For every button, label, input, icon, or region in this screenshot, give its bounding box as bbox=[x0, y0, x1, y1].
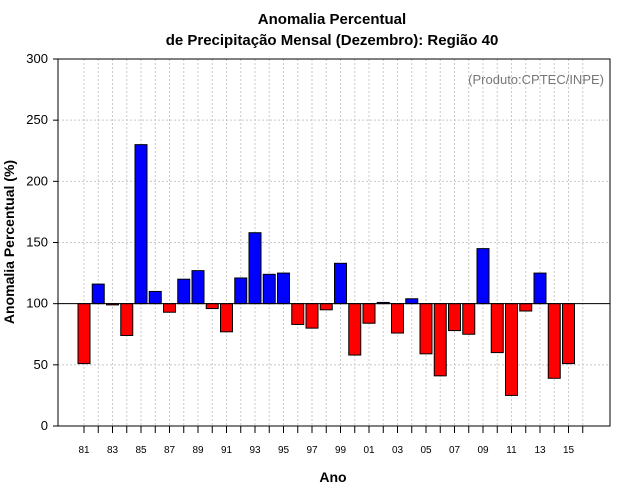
bar-14 bbox=[547, 303, 561, 379]
x-tick-label: 11 bbox=[506, 445, 517, 456]
bar-87 bbox=[163, 303, 176, 313]
bar-08 bbox=[462, 303, 476, 335]
bar-10 bbox=[490, 303, 504, 354]
bar-92 bbox=[234, 277, 248, 305]
x-tick-label: 05 bbox=[420, 445, 432, 456]
y-tick-label: 300 bbox=[26, 51, 48, 66]
bar-94 bbox=[262, 273, 276, 305]
bar-84 bbox=[120, 303, 134, 336]
bar-01 bbox=[362, 303, 376, 324]
bar-93 bbox=[248, 232, 262, 305]
bar-86 bbox=[148, 290, 162, 305]
x-tick-label: 15 bbox=[563, 445, 575, 456]
x-tick-label: 95 bbox=[278, 445, 290, 456]
bar-82 bbox=[91, 283, 105, 305]
bars bbox=[77, 144, 575, 396]
bar-88 bbox=[177, 278, 191, 305]
y-tick-label: 200 bbox=[26, 173, 48, 188]
x-tick-label: 87 bbox=[164, 445, 176, 456]
bar-85 bbox=[134, 144, 148, 305]
chart-title-line-2: de Precipitação Mensal (Dezembro): Regiã… bbox=[166, 32, 499, 49]
x-tick-label: 89 bbox=[192, 445, 204, 456]
bar-13 bbox=[533, 272, 547, 305]
bar-09 bbox=[476, 248, 490, 305]
x-tick-label: 03 bbox=[392, 445, 404, 456]
x-tick-label: 93 bbox=[249, 445, 261, 456]
bar-12 bbox=[519, 303, 533, 312]
x-tick-label: 97 bbox=[306, 445, 318, 456]
bar-97 bbox=[305, 303, 319, 329]
y-axis-ticks: 0 50 100 150 200 250 300 bbox=[26, 51, 58, 433]
bar-96 bbox=[291, 303, 305, 325]
bar-11 bbox=[505, 303, 518, 396]
x-tick-label: 01 bbox=[363, 445, 375, 456]
bar-89 bbox=[191, 270, 205, 305]
x-tick-label: 85 bbox=[135, 445, 147, 456]
bar-91 bbox=[220, 303, 233, 333]
bar-95 bbox=[277, 272, 290, 305]
x-tick-label: 07 bbox=[449, 445, 461, 456]
bar-07 bbox=[448, 303, 461, 332]
bar-04 bbox=[405, 298, 419, 305]
x-tick-label: 91 bbox=[221, 445, 233, 456]
x-tick-label: 99 bbox=[335, 445, 347, 456]
x-tick-label: 09 bbox=[477, 445, 489, 456]
x-tick-label: 83 bbox=[107, 445, 119, 456]
bar-99 bbox=[334, 262, 347, 305]
x-axis-ticks: 81 83 85 87 89 91 93 95 97 99 01 03 05 07 09 11 13 15 bbox=[78, 426, 584, 456]
y-tick-label: 250 bbox=[26, 112, 48, 127]
bar-98 bbox=[319, 303, 333, 311]
y-tick-label: 100 bbox=[26, 296, 48, 311]
product-credit: (Produto:CPTEC/INPE) bbox=[468, 72, 604, 87]
y-tick-label: 150 bbox=[26, 235, 48, 250]
bar-81 bbox=[77, 303, 91, 365]
bar-03 bbox=[391, 303, 404, 334]
bar-15 bbox=[562, 303, 575, 365]
x-tick-label: 81 bbox=[78, 445, 90, 456]
bar-05 bbox=[419, 303, 433, 355]
y-tick-label: 50 bbox=[34, 357, 48, 372]
x-tick-label: 13 bbox=[534, 445, 546, 456]
bar-06 bbox=[433, 303, 447, 377]
y-tick-label: 0 bbox=[41, 418, 48, 433]
chart-title-line-1: Anomalia Percentual bbox=[258, 11, 406, 28]
y-axis-label: Anomalia Percentual (%) bbox=[1, 160, 17, 324]
bar-90 bbox=[205, 303, 219, 310]
x-axis-label: Ano bbox=[319, 469, 346, 485]
bar-00 bbox=[348, 303, 362, 356]
